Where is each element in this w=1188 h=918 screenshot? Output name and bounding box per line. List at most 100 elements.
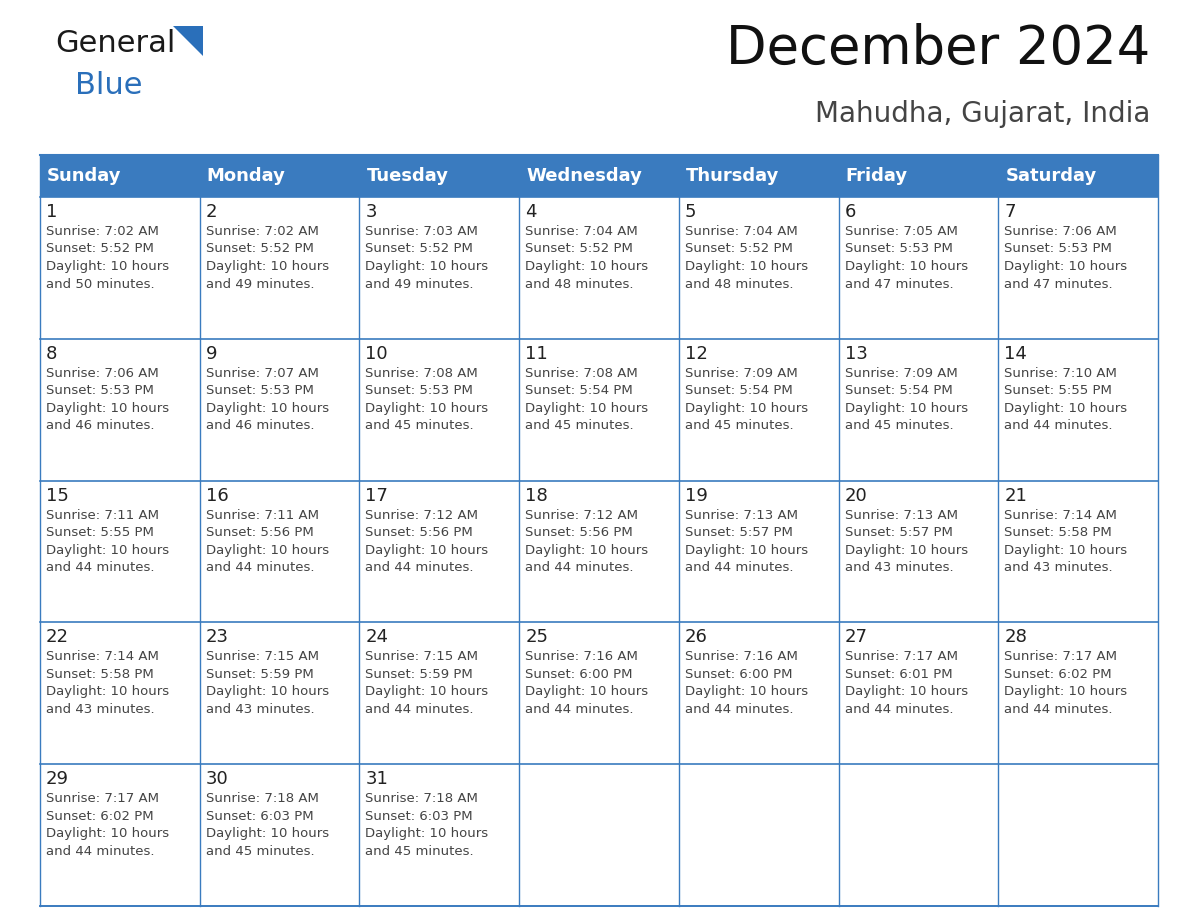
Text: Sunrise: 7:10 AM: Sunrise: 7:10 AM: [1004, 367, 1117, 380]
Bar: [839, 197, 998, 339]
Bar: [519, 155, 678, 197]
Text: Sunrise: 7:12 AM: Sunrise: 7:12 AM: [525, 509, 638, 521]
Text: and 49 minutes.: and 49 minutes.: [206, 277, 314, 290]
Text: 17: 17: [366, 487, 388, 505]
Bar: [360, 339, 519, 481]
Text: and 47 minutes.: and 47 minutes.: [845, 277, 953, 290]
Text: Sunrise: 7:15 AM: Sunrise: 7:15 AM: [206, 650, 318, 664]
Text: 18: 18: [525, 487, 548, 505]
Text: and 48 minutes.: and 48 minutes.: [525, 277, 633, 290]
Text: Sunrise: 7:18 AM: Sunrise: 7:18 AM: [366, 792, 479, 805]
Text: and 49 minutes.: and 49 minutes.: [366, 277, 474, 290]
Text: Sunset: 5:52 PM: Sunset: 5:52 PM: [206, 242, 314, 255]
Text: Daylight: 10 hours: Daylight: 10 hours: [366, 686, 488, 699]
Bar: [678, 622, 839, 764]
Text: Sunset: 5:56 PM: Sunset: 5:56 PM: [366, 526, 473, 539]
Text: Daylight: 10 hours: Daylight: 10 hours: [684, 260, 808, 273]
Text: and 45 minutes.: and 45 minutes.: [684, 420, 794, 432]
Bar: [839, 764, 998, 906]
Text: Saturday: Saturday: [1005, 167, 1097, 185]
Text: and 44 minutes.: and 44 minutes.: [525, 703, 633, 716]
Text: Sunset: 5:56 PM: Sunset: 5:56 PM: [525, 526, 633, 539]
Text: 4: 4: [525, 203, 537, 221]
Text: 23: 23: [206, 629, 229, 646]
Text: and 44 minutes.: and 44 minutes.: [684, 561, 794, 574]
Text: Sunset: 5:59 PM: Sunset: 5:59 PM: [206, 668, 314, 681]
Text: Sunrise: 7:13 AM: Sunrise: 7:13 AM: [684, 509, 798, 521]
Bar: [519, 339, 678, 481]
Text: Sunrise: 7:13 AM: Sunrise: 7:13 AM: [845, 509, 958, 521]
Text: Daylight: 10 hours: Daylight: 10 hours: [845, 686, 968, 699]
Text: Tuesday: Tuesday: [366, 167, 448, 185]
Text: Sunset: 5:52 PM: Sunset: 5:52 PM: [525, 242, 633, 255]
Text: 13: 13: [845, 345, 867, 363]
Text: Sunset: 6:00 PM: Sunset: 6:00 PM: [684, 668, 792, 681]
Text: Sunset: 5:55 PM: Sunset: 5:55 PM: [1004, 385, 1112, 397]
Text: Daylight: 10 hours: Daylight: 10 hours: [525, 543, 649, 556]
Text: Daylight: 10 hours: Daylight: 10 hours: [206, 402, 329, 415]
Text: Daylight: 10 hours: Daylight: 10 hours: [206, 686, 329, 699]
Text: Sunset: 5:56 PM: Sunset: 5:56 PM: [206, 526, 314, 539]
Bar: [200, 197, 360, 339]
Text: and 44 minutes.: and 44 minutes.: [845, 703, 953, 716]
Text: and 44 minutes.: and 44 minutes.: [366, 703, 474, 716]
Text: Sunrise: 7:14 AM: Sunrise: 7:14 AM: [46, 650, 159, 664]
Text: Daylight: 10 hours: Daylight: 10 hours: [845, 402, 968, 415]
Text: Mahudha, Gujarat, India: Mahudha, Gujarat, India: [815, 100, 1150, 128]
Text: and 44 minutes.: and 44 minutes.: [46, 845, 154, 857]
Text: and 44 minutes.: and 44 minutes.: [206, 561, 314, 574]
Text: 31: 31: [366, 770, 388, 789]
Text: Sunset: 5:58 PM: Sunset: 5:58 PM: [1004, 526, 1112, 539]
Text: 28: 28: [1004, 629, 1028, 646]
Text: 26: 26: [684, 629, 708, 646]
Text: 9: 9: [206, 345, 217, 363]
Text: Thursday: Thursday: [685, 167, 779, 185]
Text: Daylight: 10 hours: Daylight: 10 hours: [46, 686, 169, 699]
Text: Daylight: 10 hours: Daylight: 10 hours: [206, 543, 329, 556]
Text: Daylight: 10 hours: Daylight: 10 hours: [1004, 260, 1127, 273]
Text: and 44 minutes.: and 44 minutes.: [46, 561, 154, 574]
Text: Sunrise: 7:04 AM: Sunrise: 7:04 AM: [525, 225, 638, 238]
Text: Sunset: 5:53 PM: Sunset: 5:53 PM: [366, 385, 473, 397]
Text: Wednesday: Wednesday: [526, 167, 642, 185]
Text: 20: 20: [845, 487, 867, 505]
Text: Daylight: 10 hours: Daylight: 10 hours: [46, 260, 169, 273]
Text: Daylight: 10 hours: Daylight: 10 hours: [206, 260, 329, 273]
Text: Daylight: 10 hours: Daylight: 10 hours: [206, 827, 329, 840]
Text: Sunrise: 7:06 AM: Sunrise: 7:06 AM: [46, 367, 159, 380]
Text: 10: 10: [366, 345, 388, 363]
Text: Daylight: 10 hours: Daylight: 10 hours: [46, 827, 169, 840]
Bar: [998, 481, 1158, 622]
Text: 16: 16: [206, 487, 228, 505]
Text: and 44 minutes.: and 44 minutes.: [525, 561, 633, 574]
Bar: [40, 197, 200, 339]
Text: 11: 11: [525, 345, 548, 363]
Text: 21: 21: [1004, 487, 1028, 505]
Bar: [360, 481, 519, 622]
Bar: [998, 764, 1158, 906]
Bar: [678, 197, 839, 339]
Text: Daylight: 10 hours: Daylight: 10 hours: [1004, 686, 1127, 699]
Text: Sunrise: 7:18 AM: Sunrise: 7:18 AM: [206, 792, 318, 805]
Text: Daylight: 10 hours: Daylight: 10 hours: [366, 402, 488, 415]
Bar: [678, 764, 839, 906]
Text: and 43 minutes.: and 43 minutes.: [206, 703, 315, 716]
Text: Sunrise: 7:11 AM: Sunrise: 7:11 AM: [206, 509, 318, 521]
Bar: [200, 339, 360, 481]
Text: Daylight: 10 hours: Daylight: 10 hours: [525, 686, 649, 699]
Text: Sunset: 6:01 PM: Sunset: 6:01 PM: [845, 668, 953, 681]
Text: 12: 12: [684, 345, 708, 363]
Text: Sunset: 5:53 PM: Sunset: 5:53 PM: [206, 385, 314, 397]
Bar: [360, 764, 519, 906]
Text: Sunset: 5:54 PM: Sunset: 5:54 PM: [845, 385, 953, 397]
Bar: [839, 155, 998, 197]
Bar: [519, 622, 678, 764]
Text: Sunrise: 7:17 AM: Sunrise: 7:17 AM: [845, 650, 958, 664]
Bar: [200, 481, 360, 622]
Text: Sunset: 5:52 PM: Sunset: 5:52 PM: [46, 242, 154, 255]
Bar: [200, 622, 360, 764]
Text: Sunset: 5:53 PM: Sunset: 5:53 PM: [845, 242, 953, 255]
Text: Sunrise: 7:05 AM: Sunrise: 7:05 AM: [845, 225, 958, 238]
Bar: [998, 339, 1158, 481]
Text: Sunrise: 7:15 AM: Sunrise: 7:15 AM: [366, 650, 479, 664]
